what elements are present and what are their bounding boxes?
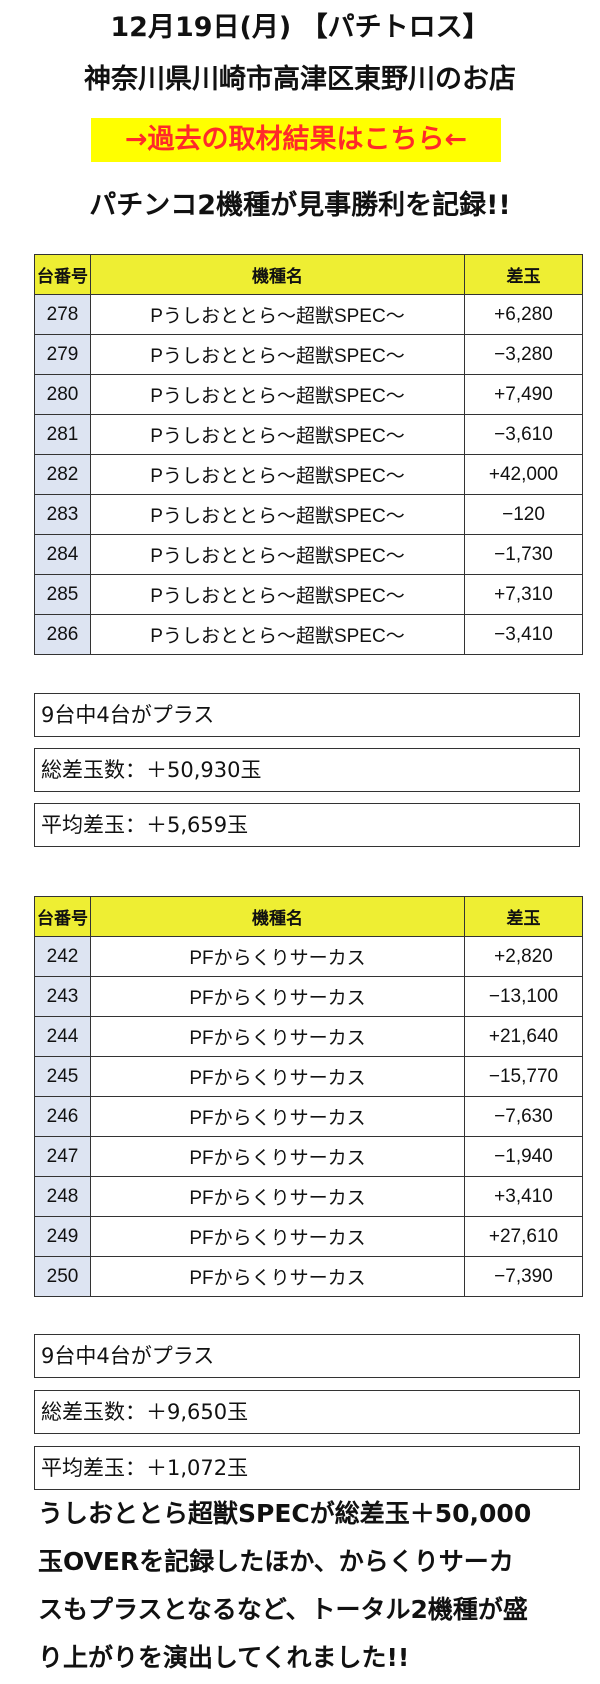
table-row: 246 PFからくりサーカス −7,630	[34, 1096, 583, 1137]
machine-number-cell: 278	[34, 294, 91, 335]
machine-number-cell: 249	[34, 1216, 91, 1257]
table-row: 283 Pうしおととら～超獣SPEC～ −120	[34, 494, 583, 535]
summary-paragraph: うしおととら超獣SPECが総差玉＋50,000 玉OVERを記録したほか、からく…	[38, 1490, 590, 1682]
machine-number-cell: 282	[34, 454, 91, 495]
machine-number-cell: 284	[34, 534, 91, 575]
machine-name-cell: PFからくりサーカス	[90, 1056, 465, 1097]
difference-cell: −3,610	[464, 414, 583, 455]
table-row: 282 Pうしおととら～超獣SPEC～ +42,000	[34, 454, 583, 495]
machine-name-cell: Pうしおととら～超獣SPEC～	[90, 614, 465, 655]
col-header-difference: 差玉	[464, 254, 583, 295]
machine-name-cell: Pうしおととら～超獣SPEC～	[90, 374, 465, 415]
machine-name-cell: PFからくりサーカス	[90, 936, 465, 977]
page-title-date: 12月19日(月) 【パチトロス】	[110, 12, 490, 43]
summary-total-difference: 総差玉数：＋9,650玉	[34, 1390, 580, 1434]
machine-name-cell: PFからくりサーカス	[90, 976, 465, 1017]
difference-cell: +2,820	[464, 936, 583, 977]
table-row: 286 Pうしおととら～超獣SPEC～ −3,410	[34, 614, 583, 655]
machine-name-cell: PFからくりサーカス	[90, 1256, 465, 1297]
machine-name-cell: Pうしおととら～超獣SPEC～	[90, 294, 465, 335]
summary-average-difference: 平均差玉：＋5,659玉	[34, 803, 580, 847]
machine-number-cell: 247	[34, 1136, 91, 1177]
summary-plus-count: 9台中4台がプラス	[34, 693, 580, 737]
difference-cell: −13,100	[464, 976, 583, 1017]
machine-number-cell: 279	[34, 334, 91, 375]
machine-name-cell: Pうしおととら～超獣SPEC～	[90, 574, 465, 615]
machine-name-cell: PFからくりサーカス	[90, 1136, 465, 1177]
past-results-link[interactable]: →過去の取材結果はこちら←	[91, 118, 501, 162]
table-row: 244 PFからくりサーカス +21,640	[34, 1016, 583, 1057]
difference-cell: −120	[464, 494, 583, 535]
table-row: 245 PFからくりサーカス −15,770	[34, 1056, 583, 1097]
difference-cell: −3,410	[464, 614, 583, 655]
machine-name-cell: PFからくりサーカス	[90, 1216, 465, 1257]
difference-cell: −1,730	[464, 534, 583, 575]
table-row: 285 Pうしおととら～超獣SPEC～ +7,310	[34, 574, 583, 615]
table-row: 279 Pうしおととら～超獣SPEC～ −3,280	[34, 334, 583, 375]
table-header-row: 台番号 機種名 差玉	[34, 254, 583, 295]
paragraph-line: うしおととら超獣SPECが総差玉＋50,000	[38, 1499, 532, 1528]
paragraph-line: り上がりを演出してくれました!!	[38, 1643, 410, 1672]
difference-cell: +7,490	[464, 374, 583, 415]
machine-number-cell: 280	[34, 374, 91, 415]
table-row: 248 PFからくりサーカス +3,410	[34, 1176, 583, 1217]
store-location: 神奈川県川崎市高津区東野川のお店	[84, 64, 516, 95]
paragraph-line: 玉OVERを記録したほか、からくりサーカ	[38, 1547, 514, 1576]
table-row: 250 PFからくりサーカス −7,390	[34, 1256, 583, 1297]
machine-name-cell: PFからくりサーカス	[90, 1016, 465, 1057]
machine-name-cell: Pうしおととら～超獣SPEC～	[90, 454, 465, 495]
machine-number-cell: 285	[34, 574, 91, 615]
col-header-machine-number: 台番号	[34, 254, 91, 295]
table-row: 278 Pうしおととら～超獣SPEC～ +6,280	[34, 294, 583, 335]
difference-cell: +21,640	[464, 1016, 583, 1057]
summary-plus-count: 9台中4台がプラス	[34, 1334, 580, 1378]
results-table-ushiotora: 台番号 機種名 差玉 278 Pうしおととら～超獣SPEC～ +6,280 279 Pう…	[34, 254, 583, 655]
col-header-machine-number: 台番号	[34, 896, 91, 937]
machine-number-cell: 244	[34, 1016, 91, 1057]
table-row: 249 PFからくりサーカス +27,610	[34, 1216, 583, 1257]
table-row: 247 PFからくりサーカス −1,940	[34, 1136, 583, 1177]
machine-name-cell: Pうしおととら～超獣SPEC～	[90, 334, 465, 375]
machine-number-cell: 283	[34, 494, 91, 535]
difference-cell: −1,940	[464, 1136, 583, 1177]
machine-name-cell: PFからくりサーカス	[90, 1096, 465, 1137]
machine-number-cell: 242	[34, 936, 91, 977]
table-header-row: 台番号 機種名 差玉	[34, 896, 583, 937]
table-row: 242 PFからくりサーカス +2,820	[34, 936, 583, 977]
machine-name-cell: PFからくりサーカス	[90, 1176, 465, 1217]
machine-number-cell: 248	[34, 1176, 91, 1217]
difference-cell: +27,610	[464, 1216, 583, 1257]
machine-name-cell: Pうしおととら～超獣SPEC～	[90, 494, 465, 535]
results-table-karakuri: 台番号 機種名 差玉 242 PFからくりサーカス +2,820 243 PFからくりサ…	[34, 896, 583, 1297]
difference-cell: −15,770	[464, 1056, 583, 1097]
table-row: 281 Pうしおととら～超獣SPEC～ −3,610	[34, 414, 583, 455]
difference-cell: +42,000	[464, 454, 583, 495]
difference-cell: +6,280	[464, 294, 583, 335]
machine-number-cell: 281	[34, 414, 91, 455]
table-row: 284 Pうしおととら～超獣SPEC～ −1,730	[34, 534, 583, 575]
difference-cell: −7,630	[464, 1096, 583, 1137]
machine-number-cell: 246	[34, 1096, 91, 1137]
machine-name-cell: Pうしおととら～超獣SPEC～	[90, 534, 465, 575]
table-row: 280 Pうしおととら～超獣SPEC～ +7,490	[34, 374, 583, 415]
machine-number-cell: 250	[34, 1256, 91, 1297]
difference-cell: −3,280	[464, 334, 583, 375]
machine-name-cell: Pうしおととら～超獣SPEC～	[90, 414, 465, 455]
headline: パチンコ2機種が見事勝利を記録!!	[89, 190, 511, 221]
summary-total-difference: 総差玉数：＋50,930玉	[34, 748, 580, 792]
paragraph-line: スもプラスとなるなど、トータル2機種が盛	[38, 1595, 528, 1624]
table-row: 243 PFからくりサーカス −13,100	[34, 976, 583, 1017]
col-header-machine-name: 機種名	[90, 254, 465, 295]
difference-cell: +7,310	[464, 574, 583, 615]
difference-cell: +3,410	[464, 1176, 583, 1217]
summary-average-difference: 平均差玉：＋1,072玉	[34, 1446, 580, 1490]
difference-cell: −7,390	[464, 1256, 583, 1297]
col-header-machine-name: 機種名	[90, 896, 465, 937]
machine-number-cell: 286	[34, 614, 91, 655]
machine-number-cell: 245	[34, 1056, 91, 1097]
col-header-difference: 差玉	[464, 896, 583, 937]
machine-number-cell: 243	[34, 976, 91, 1017]
